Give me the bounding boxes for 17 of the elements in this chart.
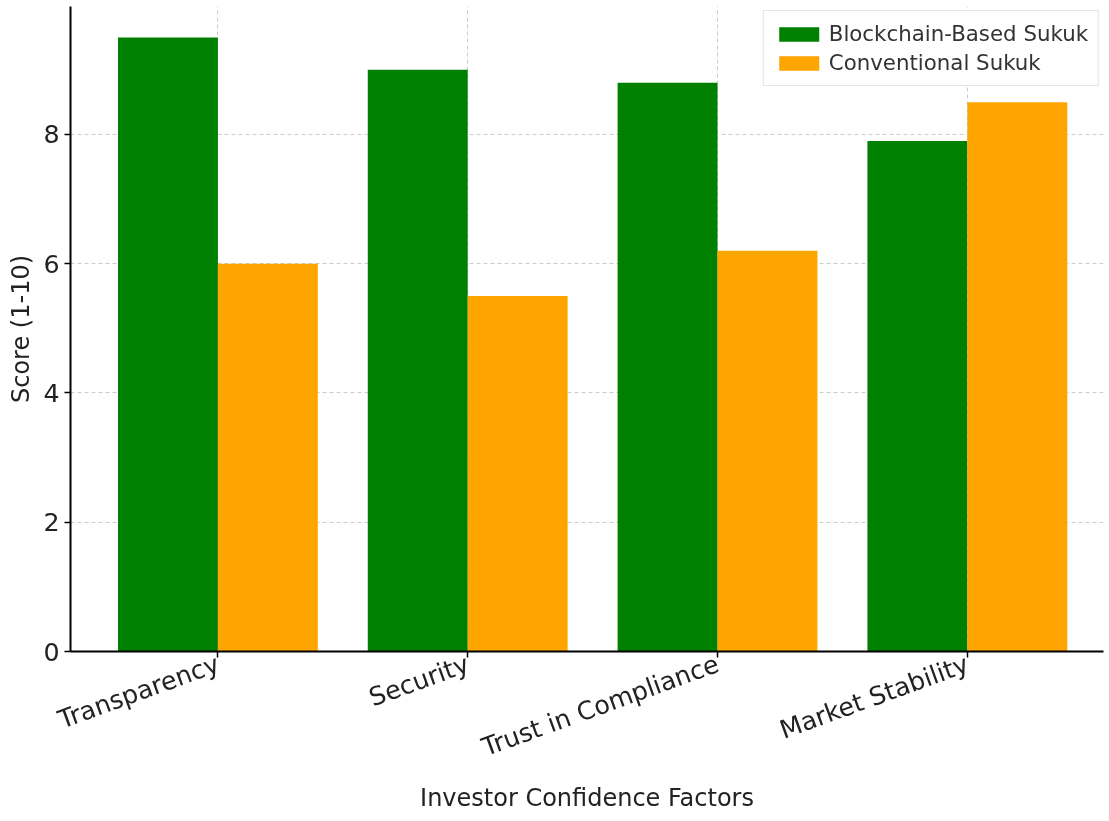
legend-label: Conventional Sukuk: [828, 50, 1041, 75]
x-axis-title: Investor Confidence Factors: [420, 784, 754, 813]
legend-label: Blockchain-Based Sukuk: [828, 21, 1088, 46]
bar: [867, 140, 968, 652]
bar: [967, 102, 1068, 652]
y-tick-label: 4: [43, 377, 60, 408]
y-axis-title: Score (1-10): [7, 254, 36, 404]
bar: [717, 250, 818, 652]
bar: [367, 69, 468, 652]
y-tick-label: 8: [43, 119, 60, 150]
bar: [467, 296, 568, 652]
y-tick-label: 2: [43, 507, 60, 538]
bar: [117, 37, 218, 652]
y-tick-label: 6: [43, 248, 60, 279]
bar: [617, 82, 718, 652]
y-tick-label: 0: [43, 636, 60, 667]
bar: [217, 263, 318, 652]
